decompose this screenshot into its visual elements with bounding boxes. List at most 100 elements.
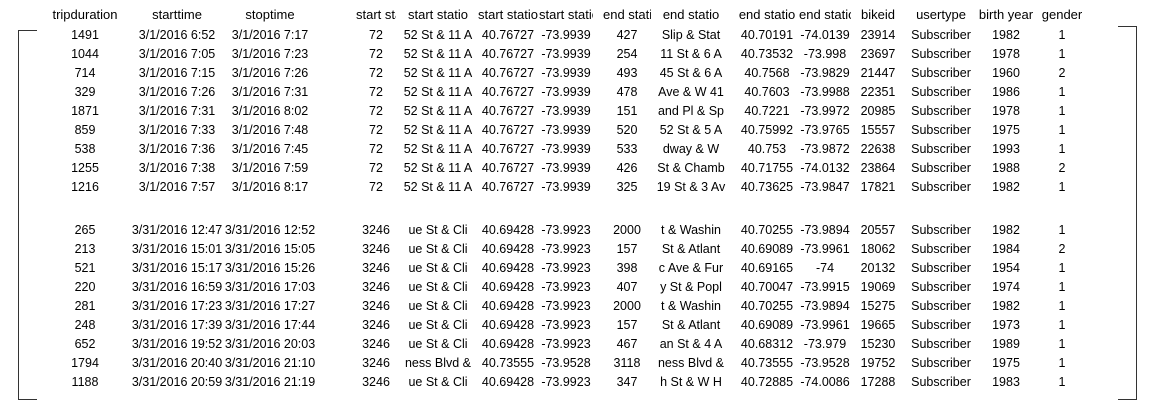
table-cell: 157: [616, 318, 638, 332]
table-cell: 3246: [362, 337, 390, 351]
table-cell: 281: [74, 299, 96, 313]
table-cell: 52 St & 11 A: [403, 47, 473, 61]
table-cell: -73.9923: [541, 242, 591, 256]
column-header: bikeid: [861, 7, 895, 22]
table-cell: 52 St & 5 A: [659, 123, 723, 137]
table-cell: 1: [1058, 261, 1066, 275]
table-cell: 1982: [992, 28, 1020, 42]
table-row: 538 3/1/2016 7:36 3/1/2016 7:45 72 52 St & 1…: [0, 140, 1149, 159]
table-cell: Subscriber: [911, 375, 971, 389]
table-cell: 40.70191: [740, 28, 794, 42]
table-cell: 1: [1058, 47, 1066, 61]
table-cell: 347: [616, 375, 638, 389]
table-cell: 40.69428: [481, 223, 535, 237]
table-cell: 213: [74, 242, 96, 256]
table-cell: ue St & Cli: [408, 280, 468, 294]
table-cell: 40.71755: [740, 161, 794, 175]
table-cell: 1986: [992, 85, 1020, 99]
table-cell: 40.76727: [481, 180, 535, 194]
table-row: 1491 3/1/2016 6:52 3/1/2016 7:17 72 52 St & …: [0, 26, 1149, 45]
table-cell: 22351: [860, 85, 896, 99]
table-cell: -73.9939: [541, 123, 591, 137]
table-row: 248 3/31/2016 17:39 3/31/2016 17:44 3246 ue …: [0, 316, 1149, 335]
right-bracket: [1118, 26, 1137, 400]
table-cell: 1982: [992, 299, 1020, 313]
table-cell: 1491: [71, 28, 99, 42]
table-cell: 3246: [362, 356, 390, 370]
table-cell: -73.9939: [541, 47, 591, 61]
table-row: 1188 3/31/2016 20:59 3/31/2016 21:19 3246 ue…: [0, 373, 1149, 392]
table-cell: 3246: [362, 242, 390, 256]
table-cell: 3/1/2016 7:26: [138, 85, 216, 99]
table-cell: 40.73532: [740, 47, 794, 61]
table-cell: 1871: [71, 104, 99, 118]
table-cell: Subscriber: [911, 356, 971, 370]
table-cell: 521: [74, 261, 96, 275]
table-cell: -73.9923: [541, 223, 591, 237]
table-cell: 1982: [992, 223, 1020, 237]
table-cell: 52 St & 11 A: [403, 104, 473, 118]
table-cell: c Ave & Fur: [658, 261, 724, 275]
table-cell: 3/1/2016 6:52: [138, 28, 216, 42]
table-cell: -73.9939: [541, 161, 591, 175]
table-cell: 40.76727: [481, 85, 535, 99]
table-cell: 3246: [362, 261, 390, 275]
table-cell: 1: [1058, 375, 1066, 389]
table-cell: 1988: [992, 161, 1020, 175]
table-cell: 1954: [992, 261, 1020, 275]
table-cell: 1973: [992, 318, 1020, 332]
table-cell: 20132: [860, 261, 896, 275]
table-cell: 1978: [992, 47, 1020, 61]
table-cell: 23697: [860, 47, 896, 61]
table-cell: ue St & Cli: [408, 375, 468, 389]
table-cell: 427: [616, 28, 638, 42]
table-cell: 11 St & 6 A: [660, 47, 722, 61]
table-cell: 40.75992: [740, 123, 794, 137]
table-cell: ue St & Cli: [408, 261, 468, 275]
table-cell: -73.979: [803, 337, 847, 351]
table-cell: 1: [1058, 180, 1066, 194]
table-cell: 40.7568: [744, 66, 790, 80]
table-cell: Subscriber: [911, 180, 971, 194]
table-cell: 52 St & 11 A: [403, 142, 473, 156]
table-row: 652 3/31/2016 19:52 3/31/2016 20:03 3246 ue …: [0, 335, 1149, 354]
table-cell: 398: [616, 261, 638, 275]
table-cell: 52 St & 11 A: [403, 161, 473, 175]
table-cell: 254: [616, 47, 638, 61]
table-cell: 40.69428: [481, 280, 535, 294]
table-cell: 3/1/2016 7:23: [231, 47, 309, 61]
table-cell: Subscriber: [911, 223, 971, 237]
table-cell: 265: [74, 223, 96, 237]
table-cell: 3/31/2016 12:47: [131, 223, 223, 237]
table-cell: Subscriber: [911, 66, 971, 80]
table-cell: Subscriber: [911, 28, 971, 42]
table-cell: 151: [616, 104, 638, 118]
table-cell: 478: [616, 85, 638, 99]
column-header: tripduration: [52, 7, 118, 22]
column-header: usertype: [916, 7, 966, 22]
table-cell: -73.9939: [541, 85, 591, 99]
table-cell: 18062: [860, 242, 896, 256]
table-cell: 220: [74, 280, 96, 294]
table-cell: 72: [369, 142, 383, 156]
table-cell: 1982: [992, 180, 1020, 194]
table-cell: 23914: [860, 28, 896, 42]
table-row: 213 3/31/2016 15:01 3/31/2016 15:05 3246 ue …: [0, 240, 1149, 259]
table-cell: -73.9972: [800, 104, 850, 118]
table-cell: 19752: [860, 356, 896, 370]
table-cell: ness Blvd &: [657, 356, 724, 370]
table-cell: 15557: [860, 123, 896, 137]
table-cell: 19665: [860, 318, 896, 332]
table-cell: ue St & Cli: [408, 318, 468, 332]
table-cell: 3/31/2016 12:52: [224, 223, 316, 237]
table-cell: y St & Popl: [660, 280, 722, 294]
column-header: stoptime: [245, 7, 295, 22]
table-cell: Subscriber: [911, 47, 971, 61]
table-cell: 1960: [992, 66, 1020, 80]
table-cell: 407: [616, 280, 638, 294]
table-cell: 3/31/2016 15:05: [224, 242, 316, 256]
table-cell: Subscriber: [911, 299, 971, 313]
column-header: start statio: [356, 7, 396, 22]
table-row: 859 3/1/2016 7:33 3/1/2016 7:48 72 52 St & 1…: [0, 121, 1149, 140]
table-cell: -73.9939: [541, 180, 591, 194]
